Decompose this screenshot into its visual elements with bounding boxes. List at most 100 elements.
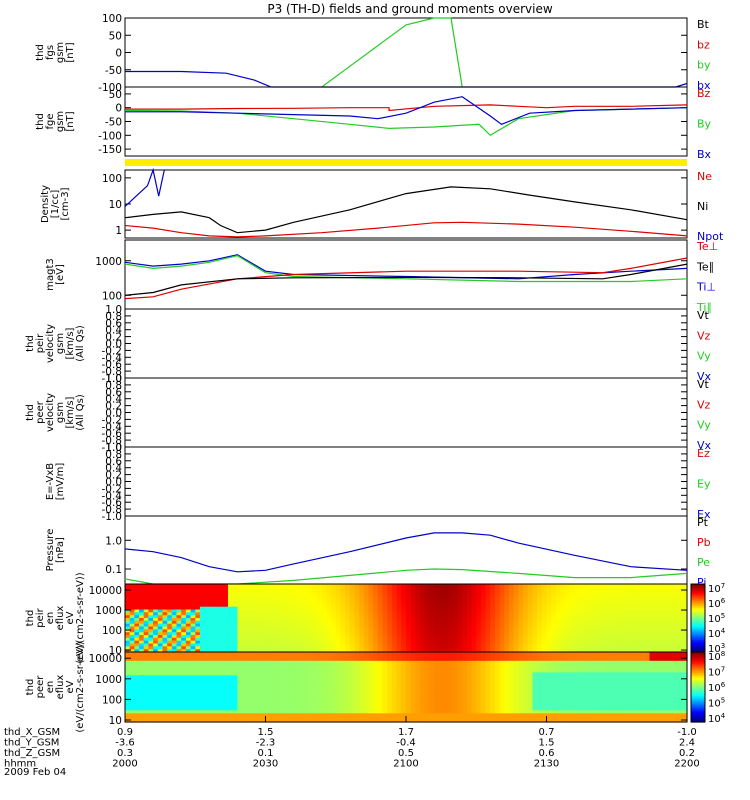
heatmap-cell [471, 595, 477, 599]
heatmap-cell [129, 640, 135, 645]
colorbar-tick-label: 104 [708, 627, 726, 640]
heatmap-cell [621, 584, 627, 588]
heatmap-cell [167, 598, 173, 602]
heatmap-cell [246, 701, 253, 706]
heatmap-cell [448, 618, 454, 622]
heatmap-cell [448, 675, 454, 679]
heatmap-cell [260, 666, 267, 671]
heatmap-cell [546, 586, 552, 591]
heatmap-cell [420, 654, 426, 659]
heatmap-cell [443, 629, 449, 633]
heatmap-cell [195, 601, 201, 605]
heatmap-cell [181, 586, 187, 591]
heatmap-cell [209, 603, 215, 608]
heatmap-cell [143, 592, 149, 596]
heatmap-cell [279, 669, 285, 673]
heatmap-cell [326, 684, 332, 688]
heatmap-cell [237, 606, 243, 611]
heatmap-cell [396, 695, 402, 700]
heatmap-cell [167, 663, 173, 668]
heatmap-cell [307, 678, 313, 682]
heatmap-cell [499, 649, 505, 653]
heatmap-cell [359, 672, 365, 676]
heatmap-cell [466, 716, 473, 720]
heatmap-cell [480, 595, 487, 599]
heatmap-cell [565, 589, 571, 594]
heatmap-cell [270, 681, 276, 685]
heatmap-cell [232, 675, 238, 679]
heatmap-cell [260, 660, 267, 665]
heatmap-cell [574, 649, 580, 653]
heatmap-cell [345, 592, 351, 596]
heatmap-cell [649, 586, 655, 591]
heatmap-cell [377, 603, 384, 608]
heatmap-cell [265, 701, 271, 706]
heatmap-cell [228, 626, 234, 630]
heatmap-cell [443, 649, 449, 653]
heatmap-cell [162, 716, 168, 720]
heatmap-cell [457, 598, 463, 602]
heatmap-cell [303, 716, 309, 720]
heatmap-cell [162, 701, 168, 706]
heatmap-cell [649, 601, 655, 605]
colorbar-cell [691, 645, 705, 648]
heatmap-cell [588, 649, 594, 653]
heatmap-cell [471, 675, 477, 679]
heatmap-cell [143, 684, 149, 688]
heatmap-cell [480, 612, 487, 616]
heatmap-cell [185, 719, 192, 723]
heatmap-cell [429, 652, 435, 656]
heatmap-cell [331, 704, 337, 708]
heatmap-cell [569, 643, 576, 647]
heatmap-cell [162, 652, 168, 656]
heatmap-cell [214, 716, 220, 720]
heatmap-cell [321, 687, 327, 691]
heatmap-cell [471, 684, 477, 688]
y-tick-label: 0.4 [105, 463, 122, 475]
heatmap-cell [396, 704, 402, 708]
heatmap-cell [429, 684, 435, 688]
y-tick-label: 0.6 [105, 387, 122, 399]
heatmap-cell [509, 629, 515, 633]
colorbar-cell [691, 635, 705, 638]
heatmap-cell [274, 626, 281, 630]
heatmap-cell [199, 618, 206, 622]
y-tick-label: -0.2 [102, 483, 123, 495]
heatmap-cell [199, 707, 206, 711]
heatmap-cell [279, 637, 285, 642]
heatmap-cell [391, 606, 398, 611]
heatmap-cell [415, 618, 421, 622]
heatmap-cell [565, 601, 571, 605]
heatmap-cell [167, 646, 173, 650]
heatmap-cell [181, 689, 187, 694]
heatmap-cell [335, 643, 342, 647]
heatmap-cell [579, 620, 585, 625]
heatmap-cell [373, 687, 379, 691]
heatmap-cell [312, 681, 318, 685]
heatmap-cell [317, 606, 323, 611]
heatmap-cell [153, 620, 159, 625]
heatmap-cell [298, 710, 304, 714]
heatmap-cell [377, 707, 384, 711]
heatmap-cell [293, 632, 299, 636]
heatmap-cell [363, 657, 370, 662]
heatmap-cell [303, 692, 309, 697]
heatmap-cell [476, 660, 482, 665]
heatmap-cell [139, 687, 145, 691]
heatmap-cell [654, 629, 660, 633]
heatmap-cell [223, 678, 229, 682]
heatmap-cell [209, 678, 215, 682]
heatmap-cell [260, 626, 267, 630]
heatmap-cell [396, 710, 402, 714]
heatmap-cell [471, 612, 477, 616]
heatmap-cell [242, 623, 248, 628]
heatmap-cell [349, 643, 356, 647]
heatmap-cell [574, 618, 580, 622]
heatmap-cell [321, 692, 327, 697]
y-axis-label: Pressure [45, 529, 56, 572]
y-tick-label: 0.8 [105, 380, 122, 392]
heatmap-cell [288, 643, 295, 647]
heatmap-cell [523, 623, 529, 628]
heatmap-cell [176, 719, 182, 723]
